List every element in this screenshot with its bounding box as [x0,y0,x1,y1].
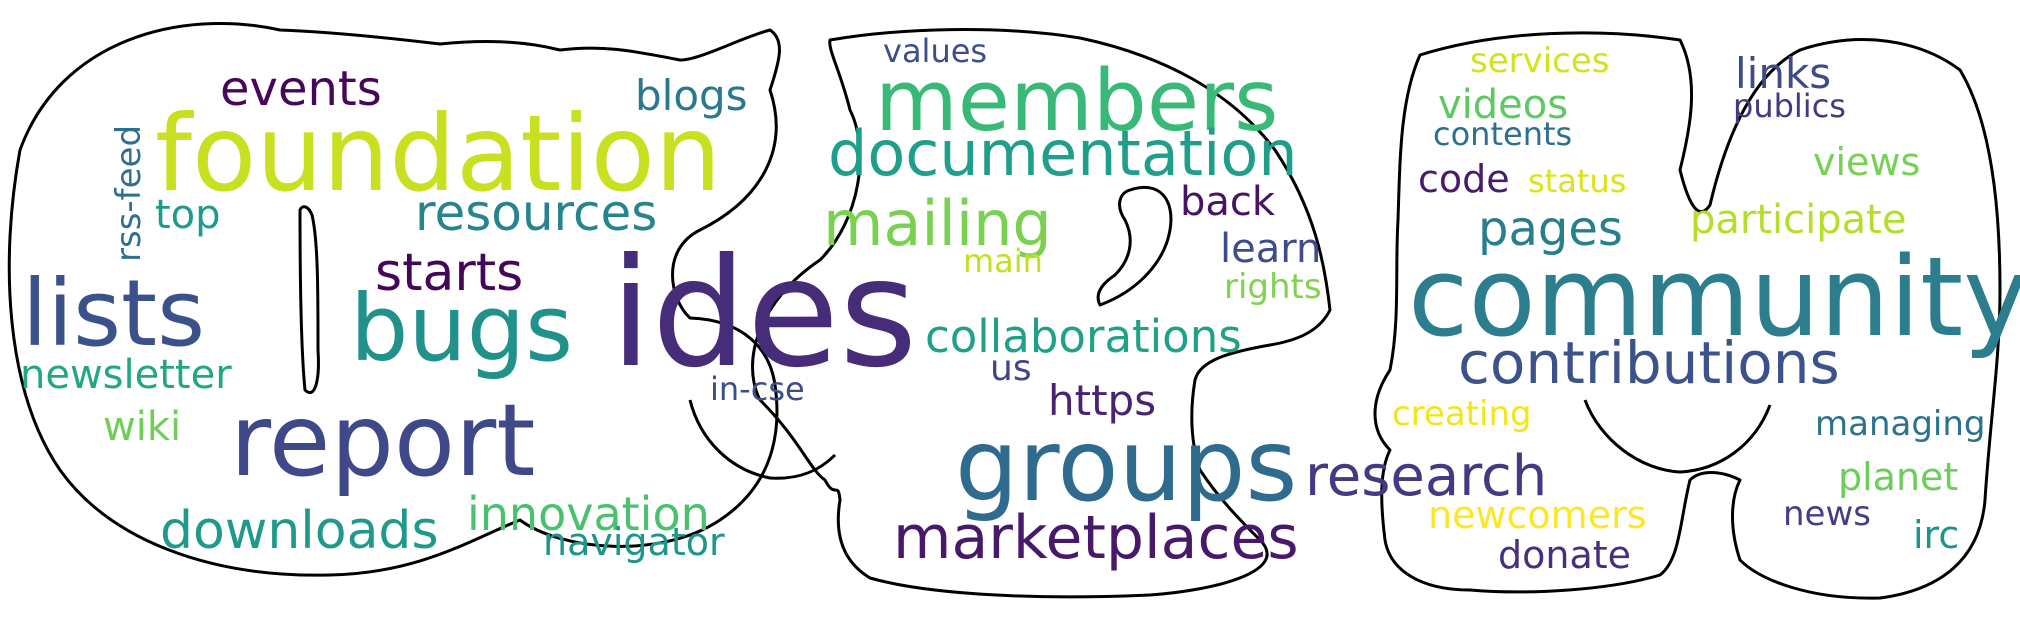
word-https: https [1048,376,1156,425]
word-navigator: navigator [543,520,725,564]
word-collaborations: collaborations [925,310,1242,363]
word-in-cse: in-cse [710,370,805,408]
word-mailing: mailing [823,187,1052,260]
word-views: views [1813,140,1920,184]
word-pages: pages [1478,201,1623,257]
word-values: values [883,32,987,70]
word-links: links [1735,49,1831,98]
word-report: report [230,382,535,499]
word-donate: donate [1498,533,1631,577]
word-rss-feed: rss-feed [109,125,149,262]
word-research: research [1305,444,1547,509]
word-irc: irc [1913,513,1959,557]
word-blogs: blogs [635,71,748,120]
word-marketplaces: marketplaces [893,503,1299,573]
word-main: main [963,242,1043,280]
outline-c [751,28,1332,599]
word-contents: contents [1433,115,1572,153]
mask-outline [7,22,2002,600]
word-managing: managing [1815,404,1986,444]
word-status: status [1528,162,1626,200]
word-learn: learn [1220,226,1321,272]
word-rights: rights [1224,267,1322,307]
word-code: code [1418,157,1510,201]
word-videos: videos [1438,82,1568,128]
outline-arc-right [1583,399,1772,474]
outline-o [7,22,781,577]
word-downloads: downloads [160,501,439,561]
word-documentation: documentation [828,117,1298,190]
word-innovation: innovation [467,487,710,541]
word-publics: publics [1733,87,1846,125]
outline-comma [1096,185,1173,307]
word-members: members [875,52,1278,151]
word-bugs: bugs [350,275,573,382]
word-lists: lists [22,260,205,367]
word-creating: creating [1392,394,1532,434]
word-foundation: foundation [155,93,721,215]
word-layer: ides community foundation members groups repo… [20,32,2020,577]
word-newcomers: newcomers [1428,493,1647,537]
word-top: top [155,192,221,238]
word-contributions: contributions [1458,329,1840,397]
word-ides: ides [610,227,917,401]
word-community: community [1408,233,2020,361]
outline-slot-left [298,205,320,394]
word-newsletter: newsletter [20,352,232,398]
outline-m [1373,31,2002,600]
word-back: back [1180,179,1276,225]
word-news: news [1783,494,1871,534]
word-participate: participate [1690,197,1906,243]
word-events: events [220,61,382,117]
word-planet: planet [1838,455,1958,499]
outline-arc-center [688,399,837,480]
word-services: services [1470,41,1610,81]
word-resources: resources [415,184,657,242]
word-wiki: wiki [103,404,181,450]
word-groups: groups [955,407,1298,524]
word-starts: starts [375,243,523,303]
word-us: us [990,348,1032,389]
